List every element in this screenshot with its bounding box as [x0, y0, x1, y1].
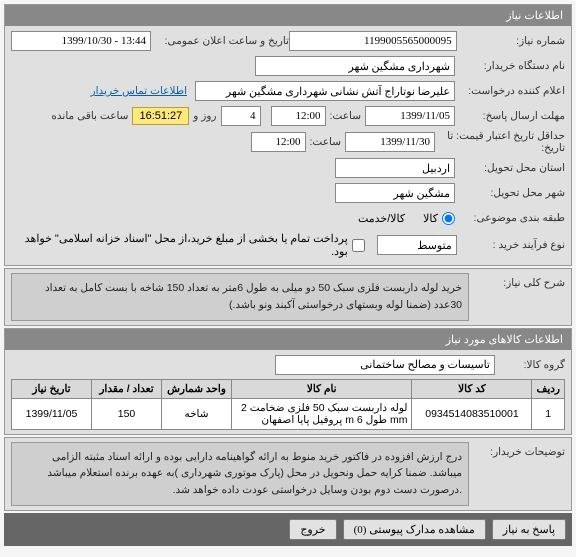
col-date: تاریخ نیاز [12, 379, 92, 398]
panel-header: اطلاعات نیاز [5, 5, 571, 26]
input-deadline-date[interactable] [365, 106, 455, 126]
input-province[interactable] [335, 158, 455, 178]
panel-body: شماره نیاز: تاریخ و ساعت اعلان عمومی: نا… [5, 26, 571, 265]
input-city[interactable] [335, 183, 455, 203]
cell-index: 1 [532, 398, 565, 429]
general-desc-panel: شرح کلی نیاز: خرید لوله داربست فلزی سبک … [4, 268, 572, 326]
input-announce[interactable] [11, 31, 151, 51]
row-number: شماره نیاز: تاریخ و ساعت اعلان عمومی: [11, 30, 565, 52]
row-city: شهر محل تحویل: [11, 182, 565, 204]
row-validity: حداقل تاریخ اعتبار قیمت: تا تاریخ: ساعت: [11, 130, 565, 154]
cell-code: 0934514083510001 [412, 398, 532, 429]
label-requester: اعلام کننده درخواست: [455, 85, 565, 97]
label-deadline: مهلت ارسال پاسخ: [455, 110, 565, 122]
input-buyer-org[interactable] [255, 56, 455, 76]
row-province: استان محل تحویل: [11, 157, 565, 179]
label-days: روز و [193, 110, 216, 122]
radio-item[interactable] [442, 212, 455, 225]
col-name: نام کالا [232, 379, 412, 398]
countdown-timer: 16:51:27 [132, 107, 189, 125]
payment-check-group: پرداخت تمام یا بخشی از مبلغ خرید،از محل … [11, 232, 365, 258]
label-province: استان محل تحویل: [455, 162, 565, 174]
row-budget: طبقه بندی موضوعی: کالا کالا/خدمت [11, 207, 565, 229]
need-info-panel: اطلاعات نیاز شماره نیاز: تاریخ و ساعت اع… [4, 4, 572, 266]
btn-exit[interactable]: خروج [289, 519, 336, 540]
label-purchase-type: نوع فرآیند خرید : [457, 239, 565, 251]
cell-date: 1399/11/05 [12, 398, 92, 429]
row-requester: اعلام کننده درخواست: اطلاعات تماس خریدار [11, 80, 565, 102]
label-payment: پرداخت تمام یا بخشی از مبلغ خرید،از محل … [11, 232, 348, 258]
col-index: ردیف [532, 379, 565, 398]
input-purchase-type[interactable] [377, 235, 457, 255]
checkbox-payment[interactable] [352, 239, 365, 252]
link-contact-buyer[interactable]: اطلاعات تماس خریدار [91, 85, 187, 97]
radio-item-label: کالا [423, 212, 438, 225]
buyer-note-text: درج ارزش افزوده در فاکتور خرید منوط به ا… [11, 442, 469, 506]
items-header-row: ردیف کد کالا نام کالا واحد شمارش تعداد /… [12, 379, 565, 398]
label-buyer-note: توضیحات خریدار: [475, 442, 565, 458]
label-budget: طبقه بندی موضوعی: [455, 212, 565, 224]
input-validity-time[interactable] [251, 132, 306, 152]
footer-bar: پاسخ به نیاز مشاهده مدارک پیوستی (0) خرو… [4, 513, 572, 546]
label-need-number: شماره نیاز: [457, 35, 565, 47]
items-table: ردیف کد کالا نام کالا واحد شمارش تعداد /… [11, 379, 565, 430]
input-validity-date[interactable] [345, 132, 435, 152]
label-time-2: ساعت: [310, 136, 342, 148]
col-code: کد کالا [412, 379, 532, 398]
label-validity: حداقل تاریخ اعتبار قیمت: تا تاریخ: [435, 130, 565, 154]
cell-unit: شاخه [162, 398, 232, 429]
general-desc-text: خرید لوله داربست فلزی سبک 50 دو میلی به … [11, 273, 469, 321]
input-days[interactable] [221, 106, 261, 126]
row-group: گروه کالا: [11, 354, 565, 376]
label-time-1: ساعت: [330, 110, 362, 122]
items-thead: ردیف کد کالا نام کالا واحد شمارش تعداد /… [12, 379, 565, 398]
input-need-number[interactable] [289, 31, 457, 51]
items-header-title: اطلاعات کالاهای مورد نیاز [446, 333, 563, 346]
label-city: شهر محل تحویل: [455, 187, 565, 199]
cell-qty: 150 [92, 398, 162, 429]
label-service: کالا/خدمت [358, 212, 405, 225]
label-group: گروه کالا: [495, 359, 565, 371]
btn-respond[interactable]: پاسخ به نیاز [492, 519, 566, 540]
table-row: 1 0934514083510001 لوله داربست سبک 50 فل… [12, 398, 565, 429]
items-header: اطلاعات کالاهای مورد نیاز [5, 329, 571, 350]
buyer-note-panel: توضیحات خریدار: درج ارزش افزوده در فاکتو… [4, 437, 572, 511]
items-tbody: 1 0934514083510001 لوله داربست سبک 50 فل… [12, 398, 565, 429]
input-deadline-time[interactable] [271, 106, 326, 126]
cell-name: لوله داربست سبک 50 فلزی ضخامت 2 mm طول 6… [232, 398, 412, 429]
label-general-desc: شرح کلی نیاز: [475, 273, 565, 289]
btn-attachments[interactable]: مشاهده مدارک پیوستی (0) [343, 519, 486, 540]
panel-title: اطلاعات نیاز [506, 9, 563, 22]
items-panel: اطلاعات کالاهای مورد نیاز گروه کالا: ردی… [4, 328, 572, 435]
row-deadline: مهلت ارسال پاسخ: ساعت: روز و 16:51:27 سا… [11, 105, 565, 127]
budget-radio-group: کالا کالا/خدمت [358, 212, 455, 225]
input-group[interactable] [275, 355, 495, 375]
row-buyer-org: نام دستگاه خریدار: [11, 55, 565, 77]
label-remaining: ساعت باقی مانده [51, 110, 128, 122]
items-body: گروه کالا: ردیف کد کالا نام کالا واحد شم… [5, 350, 571, 434]
label-announce: تاریخ و ساعت اعلان عمومی: [151, 35, 289, 47]
row-purchase-type: نوع فرآیند خرید : پرداخت تمام یا بخشی از… [11, 232, 565, 258]
col-unit: واحد شمارش [162, 379, 232, 398]
col-qty: تعداد / مقدار [92, 379, 162, 398]
label-buyer-org: نام دستگاه خریدار: [455, 60, 565, 72]
input-requester[interactable] [195, 81, 455, 101]
